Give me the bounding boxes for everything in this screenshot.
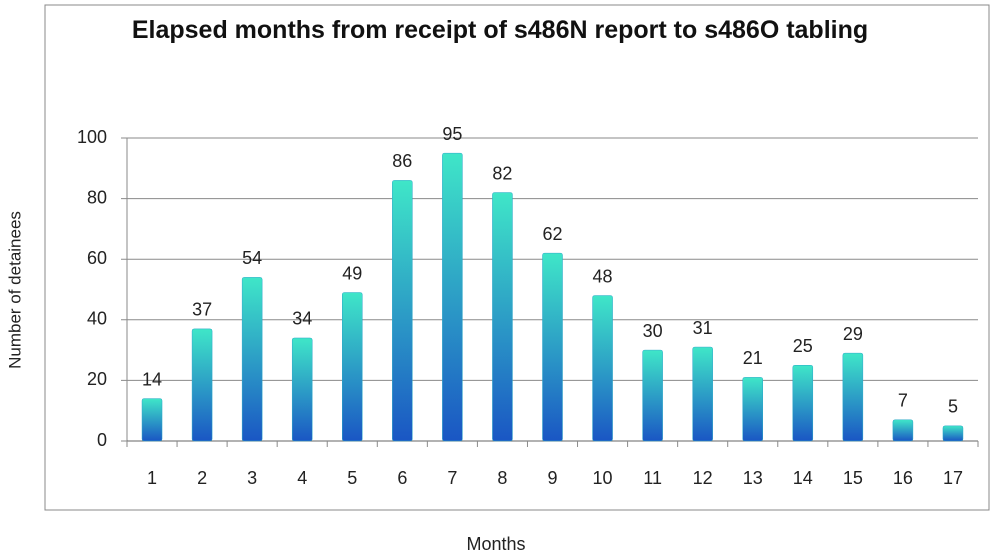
x-tick-label: 12	[693, 468, 713, 488]
y-tick-label: 60	[87, 248, 107, 268]
data-label: 82	[492, 163, 512, 183]
data-label: 25	[793, 336, 813, 356]
bar	[392, 180, 413, 442]
x-tick-label: 10	[593, 468, 613, 488]
bar	[842, 352, 864, 442]
bar	[742, 377, 763, 442]
data-label: 29	[843, 324, 863, 344]
bar	[642, 349, 663, 442]
x-tick-label: 1	[147, 468, 157, 488]
bar	[492, 192, 513, 442]
data-label: 14	[142, 369, 162, 389]
x-tick-label: 3	[247, 468, 257, 488]
data-label: 62	[542, 224, 562, 244]
x-tick-label: 11	[643, 468, 662, 488]
data-label: 21	[743, 348, 763, 368]
bar	[692, 346, 713, 442]
y-tick-label: 40	[87, 309, 107, 329]
data-label: 34	[292, 309, 312, 329]
bar	[792, 365, 814, 442]
x-tick-label: 8	[497, 468, 507, 488]
data-label: 5	[948, 397, 958, 417]
x-tick-label: 9	[547, 468, 557, 488]
y-tick-label: 0	[97, 430, 107, 450]
bar	[942, 425, 964, 442]
x-tick-label: 7	[447, 468, 457, 488]
x-tick-label: 4	[297, 468, 307, 488]
bar	[592, 295, 613, 442]
bar	[291, 337, 313, 442]
data-label: 49	[342, 263, 362, 283]
x-tick-label: 16	[893, 468, 913, 488]
x-tick-label: 14	[793, 468, 813, 488]
y-tick-label: 80	[87, 187, 107, 207]
bar	[442, 152, 463, 442]
chart-title: Elapsed months from receipt of s486N rep…	[131, 16, 869, 44]
y-tick-label: 100	[77, 127, 107, 147]
bar	[892, 419, 914, 442]
y-axis-label: Number of detainees	[5, 211, 24, 369]
x-tick-label: 17	[943, 468, 963, 488]
data-label: 37	[192, 300, 212, 320]
x-tick-label: 13	[743, 468, 763, 488]
data-label: 7	[898, 391, 908, 411]
data-label: 95	[442, 124, 462, 144]
x-tick-label: 5	[347, 468, 357, 488]
data-label: 86	[392, 151, 412, 171]
data-label: 31	[693, 318, 713, 338]
data-label: 48	[593, 266, 613, 286]
x-tick-label: 6	[397, 468, 407, 488]
bar	[241, 277, 263, 442]
x-tick-label: 15	[843, 468, 863, 488]
x-axis-label: Months	[466, 534, 525, 554]
bar	[342, 292, 363, 442]
x-tick-label: 2	[197, 468, 207, 488]
bar	[191, 328, 213, 442]
data-label: 30	[643, 321, 663, 341]
y-tick-label: 20	[87, 369, 107, 389]
bar	[542, 252, 563, 442]
data-label: 54	[242, 248, 262, 268]
bar	[141, 398, 163, 442]
